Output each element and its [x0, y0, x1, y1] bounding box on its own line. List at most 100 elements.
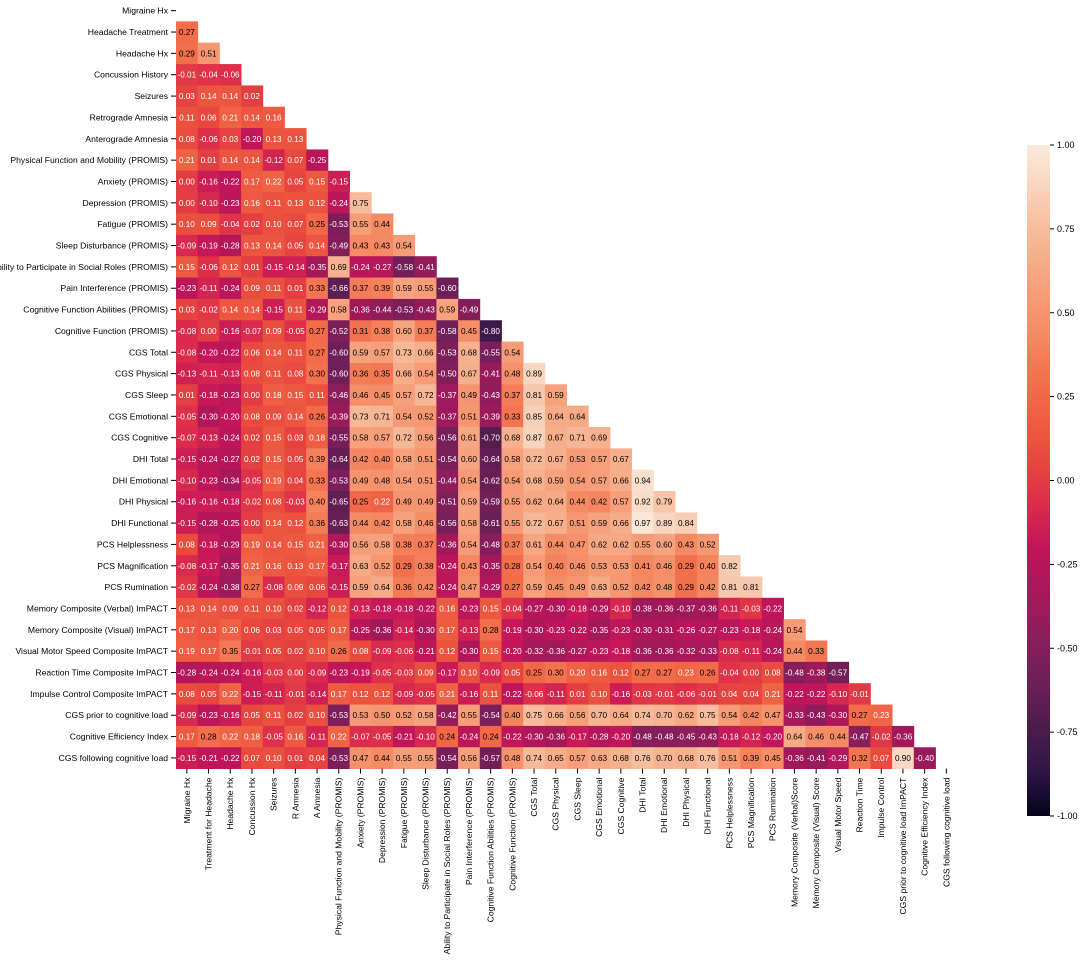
heatmap-cell — [827, 704, 850, 727]
y-tick-label: PCS Magnification — [97, 561, 168, 571]
heatmap-cell — [610, 533, 633, 556]
cell-value-label: -0.15 — [329, 583, 348, 592]
heatmap-cell — [306, 256, 329, 278]
cell-value-label: 0.01 — [287, 284, 303, 293]
cell-value-label: 0.57 — [374, 348, 390, 357]
cell-value-label: 0.55 — [418, 754, 434, 763]
heatmap-cell — [262, 427, 285, 449]
cell-value-label: 0.57 — [569, 754, 585, 763]
heatmap-cell — [653, 533, 676, 556]
heatmap-cell — [327, 491, 350, 513]
heatmap-cell — [371, 256, 394, 278]
cell-value-label: 0.21 — [244, 562, 260, 571]
cell-value-label: 0.66 — [418, 348, 434, 357]
heatmap-cell — [219, 533, 242, 556]
heatmap-cell — [393, 320, 416, 342]
cell-value-label: 0.18 — [309, 434, 325, 443]
heatmap-cell — [241, 491, 264, 513]
heatmap-cell — [393, 597, 416, 620]
cell-value-label: -0.60 — [329, 370, 348, 379]
cell-value-label: 0.25 — [526, 669, 542, 678]
cell-value-label: 0.07 — [873, 754, 889, 763]
cell-value-label: 0.41 — [635, 562, 651, 571]
heatmap-cell — [176, 661, 199, 684]
heatmap-cell — [653, 619, 676, 641]
heatmap-cell — [262, 128, 285, 150]
cell-value-label: 0.03 — [179, 306, 195, 315]
cell-value-label: 0.24 — [483, 733, 499, 742]
cell-value-label: -0.49 — [329, 242, 348, 251]
heatmap-cell — [306, 747, 329, 769]
x-tick-label: Ability to Participate in Social Roles (… — [442, 777, 452, 954]
heatmap-cell — [197, 128, 220, 150]
heatmap-cell — [393, 640, 416, 663]
cell-value-label: -0.03 — [264, 669, 283, 678]
heatmap-cell — [327, 533, 350, 556]
cell-value-label: 0.10 — [461, 669, 477, 678]
heatmap-cell — [610, 512, 633, 535]
heatmap-cell — [414, 576, 437, 599]
cell-value-label: -0.24 — [199, 455, 218, 464]
cell-value-label: 0.09 — [244, 284, 260, 293]
cell-value-label: 0.68 — [526, 476, 542, 485]
heatmap-cell — [566, 725, 589, 748]
heatmap-cell — [566, 405, 589, 428]
heatmap-cell — [197, 320, 220, 342]
cell-value-label: -0.21 — [416, 647, 435, 656]
heatmap-cell — [349, 747, 372, 769]
cell-value-label: 0.21 — [439, 690, 455, 699]
heatmap-cell — [262, 341, 285, 364]
cell-value-label: 0.33 — [504, 412, 520, 421]
cell-value-label: 0.09 — [287, 583, 303, 592]
heatmap-cell — [588, 491, 611, 513]
heatmap-cell — [327, 448, 350, 471]
cell-value-label: 0.55 — [635, 540, 651, 549]
cell-value-label: 0.15 — [309, 177, 325, 186]
cell-value-label: 0.66 — [613, 476, 629, 485]
heatmap-cell — [653, 640, 676, 663]
heatmap-cell — [479, 661, 502, 684]
cell-value-label: 0.40 — [309, 498, 325, 507]
cell-value-label: 0.45 — [374, 391, 390, 400]
heatmap-cell — [913, 747, 936, 769]
heatmap-cell — [371, 213, 394, 236]
cell-value-label: 0.06 — [309, 583, 325, 592]
cell-value-label: 0.43 — [678, 540, 694, 549]
heatmap-cell — [761, 683, 784, 705]
cell-value-label: -0.04 — [720, 669, 739, 678]
heatmap-cell — [393, 298, 416, 321]
cell-value-label: -0.30 — [546, 604, 565, 613]
cell-value-label: -0.10 — [199, 199, 218, 208]
heatmap-cell — [523, 512, 546, 535]
heatmap-cell — [241, 747, 264, 769]
cell-value-label: 0.13 — [244, 242, 260, 251]
cell-value-label: 0.14 — [309, 242, 325, 251]
cell-value-label: -0.06 — [199, 135, 218, 144]
x-tick-label: Seizures — [269, 778, 279, 811]
heatmap-cell — [327, 405, 350, 428]
heatmap-cell — [306, 512, 329, 535]
heatmap-cell — [349, 491, 372, 513]
cell-value-label: 0.09 — [201, 220, 217, 229]
cell-value-label: 0.45 — [461, 327, 477, 336]
cell-value-label: -0.27 — [373, 263, 392, 272]
heatmap-cell — [718, 683, 741, 705]
cell-value-label: -0.43 — [698, 733, 717, 742]
x-tick-label: R Amnesia — [290, 777, 300, 819]
heatmap-cell — [197, 64, 220, 86]
cell-value-label: -0.03 — [633, 690, 652, 699]
cell-value-label: -0.18 — [373, 604, 392, 613]
heatmap-cell — [501, 469, 524, 492]
cell-value-label: 0.14 — [201, 604, 217, 613]
heatmap-cell — [327, 576, 350, 599]
heatmap-cell — [501, 597, 524, 620]
cell-value-label: -0.15 — [243, 690, 262, 699]
cell-value-label: -0.11 — [200, 284, 218, 293]
cell-value-label: 0.59 — [396, 284, 412, 293]
heatmap-cell — [176, 128, 199, 150]
cell-value-label: 0.62 — [591, 540, 607, 549]
heatmap-cell — [306, 597, 329, 620]
cell-value-label: 0.00 — [244, 391, 260, 400]
cell-value-label: -0.30 — [199, 412, 218, 421]
cell-value-label: 0.89 — [656, 519, 672, 528]
